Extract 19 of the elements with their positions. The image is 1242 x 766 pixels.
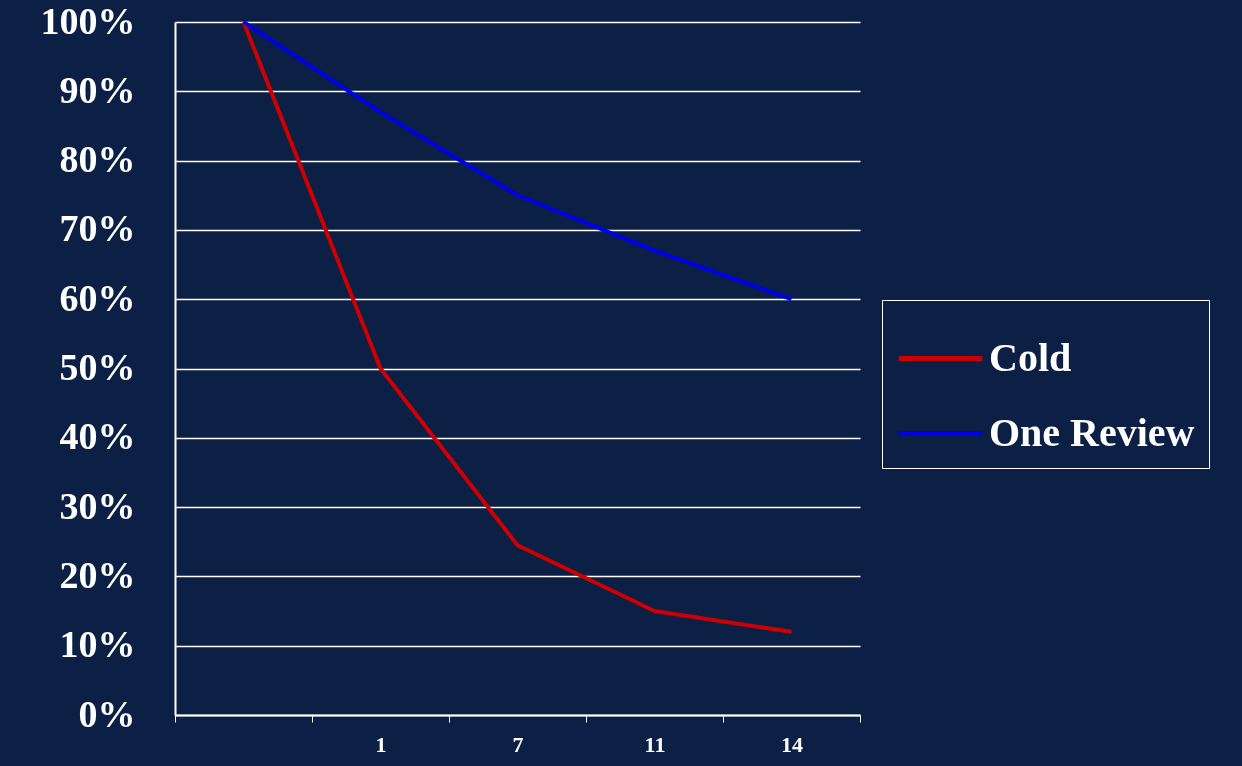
x-tick-label: 11 (644, 731, 666, 757)
y-tick-label: 70% (59, 207, 136, 250)
y-tick-label: 60% (59, 276, 136, 319)
y-tick-label: 0% (78, 692, 136, 735)
x-tick-label: 14 (781, 731, 803, 757)
x-tick-label: 7 (512, 731, 524, 757)
line-series (241, 20, 794, 634)
x-tick-label: 1 (375, 731, 387, 757)
y-tick-label: 20% (59, 553, 136, 596)
y-tick-label: 90% (59, 68, 136, 111)
legend-label: One Review (989, 409, 1195, 455)
y-tick-label: 100% (40, 0, 136, 42)
line-series (241, 20, 794, 302)
y-tick-label: 10% (59, 623, 136, 666)
legend-label: Cold (989, 334, 1072, 380)
y-tick-label: 80% (59, 138, 136, 181)
y-tick-label: 40% (59, 415, 136, 458)
y-tick-label: 50% (59, 346, 136, 388)
y-tick-label: 30% (59, 484, 136, 527)
